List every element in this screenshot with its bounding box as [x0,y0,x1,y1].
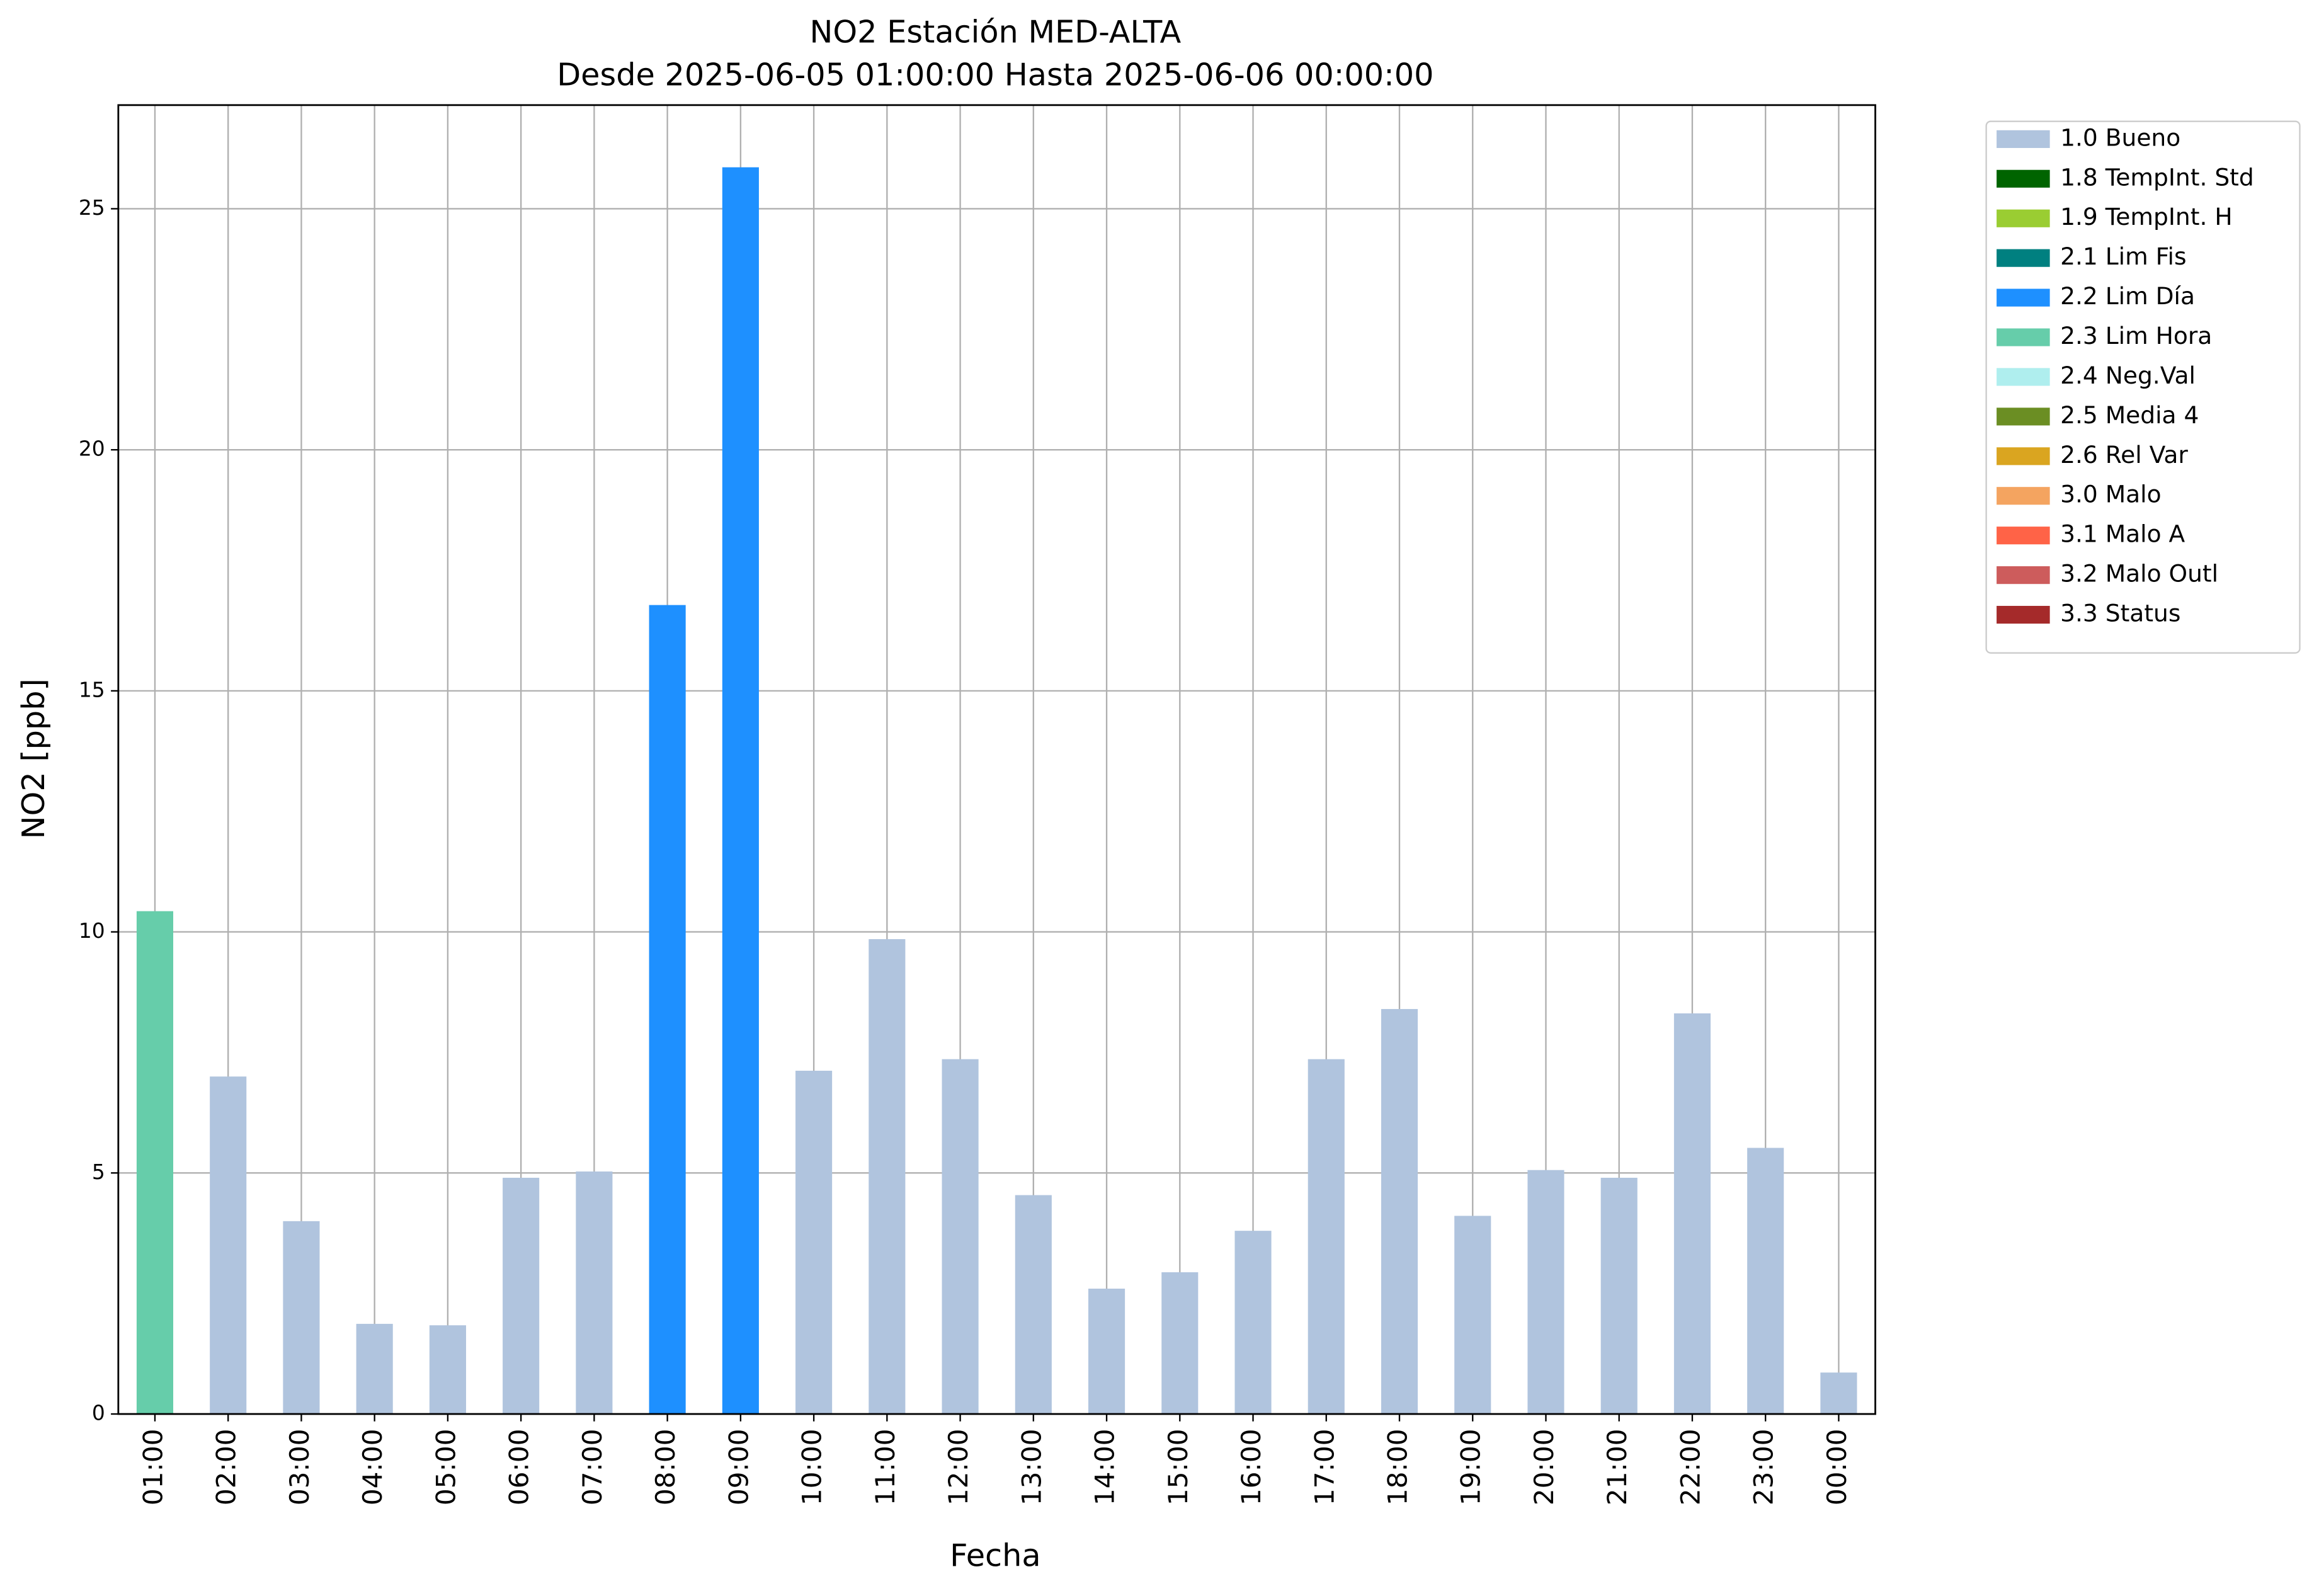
x-tick-label: 03:00 [284,1429,315,1506]
x-tick-label: 01:00 [137,1429,168,1506]
bar [356,1323,393,1415]
legend-label: 3.3 Status [2060,600,2180,627]
bar [210,1076,247,1415]
bar [576,1171,613,1415]
legend-label: 1.0 Bueno [2060,123,2180,151]
x-tick-label: 00:00 [1821,1429,1852,1506]
x-tick-label: 18:00 [1382,1429,1413,1506]
legend-label: 1.8 TempInt. Std [2060,163,2254,191]
legend-label: 3.2 Malo Outl [2060,560,2218,588]
x-tick-label: 05:00 [430,1429,461,1506]
bar [136,911,174,1415]
x-tick-label: 10:00 [797,1429,828,1506]
bar [795,1071,833,1415]
bar [1747,1148,1784,1415]
x-tick-label: 12:00 [943,1429,974,1506]
x-tick-label: 23:00 [1748,1429,1779,1506]
legend: 1.0 Bueno 1.8 TempInt. Std 1.9 TempInt. H 2… [1985,120,2301,654]
legend-label: 2.3 Lim Hora [2060,322,2212,350]
y-axis-label: NO2 [ppb] [15,678,52,839]
bar [1088,1289,1125,1415]
bar [283,1221,320,1415]
legend-swatch [1997,328,2050,346]
legend-swatch [1997,209,2050,227]
legend-swatch [1997,169,2050,188]
legend-swatch [1997,566,2050,584]
legend-swatch [1997,249,2050,267]
x-axis-label: Fecha [950,1537,1041,1573]
legend-swatch [1997,288,2050,307]
legend-box [1985,120,2301,654]
x-tick-label: 17:00 [1309,1429,1340,1506]
x-tick-label: 21:00 [1602,1429,1632,1506]
legend-label: 1.9 TempInt. H [2060,203,2233,231]
bar [1015,1195,1052,1415]
bar [429,1325,466,1415]
x-tick-label: 02:00 [211,1429,242,1506]
x-tick-label: 20:00 [1529,1429,1559,1506]
x-tick-label: 13:00 [1016,1429,1047,1506]
x-tick-label: 11:00 [870,1429,901,1506]
y-tick-label: 10 [79,918,105,943]
x-tick-label: 06:00 [504,1429,535,1506]
legend-label: 2.6 Rel Var [2060,441,2188,469]
legend-label: 3.0 Malo [2060,481,2162,508]
bar [503,1177,540,1415]
legend-swatch [1997,447,2050,465]
legend-swatch [1997,368,2050,386]
bar [1454,1216,1491,1415]
bar [1234,1231,1272,1415]
legend-label: 2.2 Lim Día [2060,282,2195,310]
chart-subtitle: Desde 2025-06-05 01:00:00 Hasta 2025-06-… [557,57,1433,93]
bar [1673,1013,1711,1415]
x-tick-label: 19:00 [1456,1429,1486,1506]
legend-label: 2.1 Lim Fis [2060,242,2186,270]
legend-label: 2.5 Media 4 [2060,401,2199,429]
legend-swatch [1997,527,2050,545]
x-tick-label: 08:00 [650,1429,681,1506]
x-tick-label: 07:00 [577,1429,608,1506]
y-tick-label: 20 [79,436,105,461]
legend-label: 3.1 Malo A [2060,520,2185,548]
legend-swatch [1997,605,2050,624]
y-tick-label: 0 [92,1401,105,1425]
axes: 0 5 10 15 20 25 01:00 02:00 03:00 04:00 05:00 06:00… [79,104,1876,1506]
x-tick-label: 15:00 [1163,1429,1194,1506]
legend-label: 2.4 Neg.Val [2060,362,2196,389]
x-tick-label: 04:00 [357,1429,388,1506]
bar [942,1059,979,1415]
legend-swatch [1997,130,2050,148]
x-tick-label: 09:00 [723,1429,754,1506]
y-tick-label: 5 [92,1160,105,1184]
chart-title: NO2 Estación MED-ALTA [809,14,1181,50]
x-tick-label: 22:00 [1675,1429,1706,1506]
bar [869,939,906,1415]
bar [1527,1170,1564,1415]
x-tick-label: 16:00 [1236,1429,1267,1506]
bar [1308,1059,1345,1415]
bar [1161,1272,1199,1415]
y-tick-label: 15 [79,677,105,702]
legend-swatch [1997,487,2050,505]
legend-swatch [1997,408,2050,426]
x-tick-label: 14:00 [1090,1429,1120,1506]
bars [136,167,1857,1415]
bar [1381,1009,1418,1415]
bar [1600,1177,1638,1415]
y-tick-label: 25 [79,195,105,220]
plot-frame [117,104,1876,1415]
bar [1820,1372,1857,1415]
bar [649,605,686,1415]
bar [722,167,759,1415]
